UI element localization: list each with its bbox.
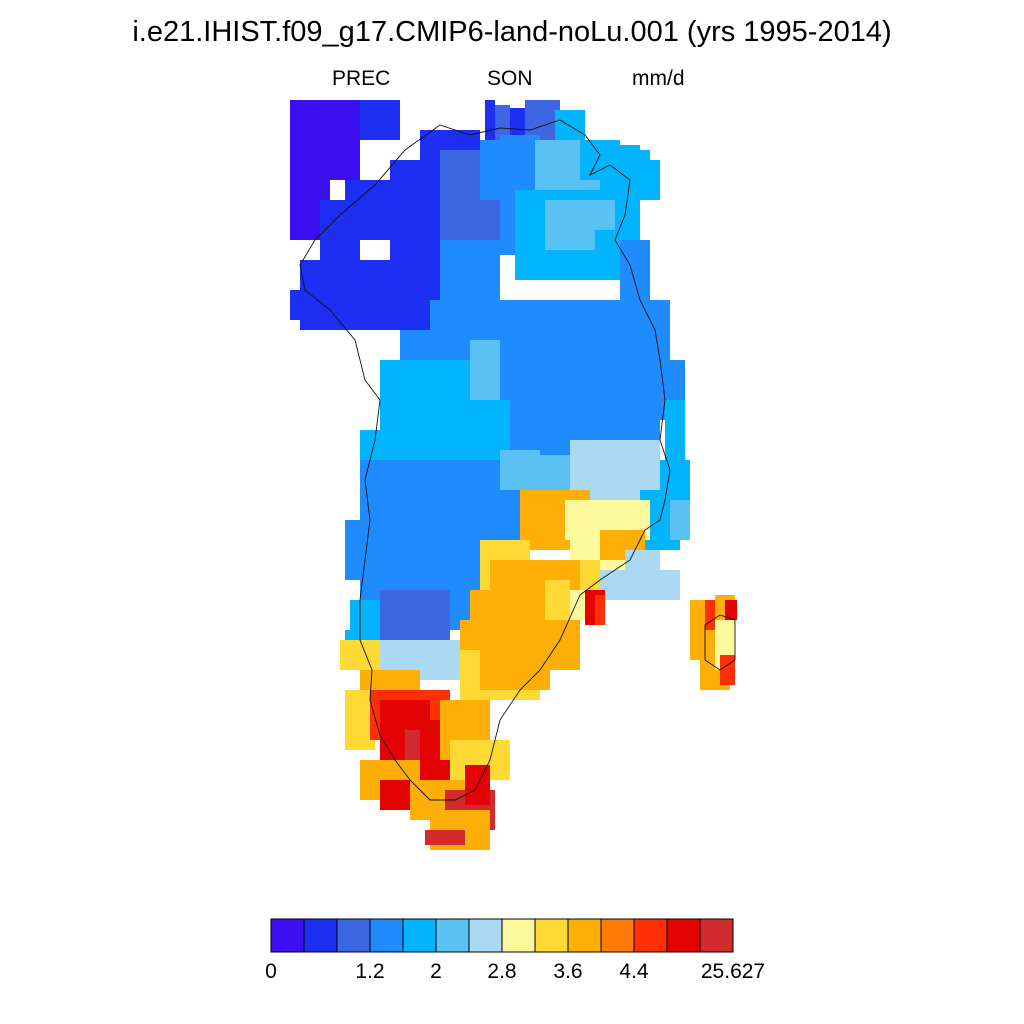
map-cell [425, 830, 465, 845]
colorbar-tick-label: 3.6 [553, 960, 583, 983]
map-cell [360, 100, 400, 140]
map-cell [545, 580, 570, 620]
map-cell [595, 595, 605, 625]
map-cell [340, 640, 380, 670]
colorbar-tick-label: 0 [265, 960, 277, 983]
map-cell [470, 340, 500, 400]
map-cell [380, 590, 450, 640]
colorbar-tick-label: 1.2 [355, 960, 385, 983]
chart-title: i.e21.IHIST.f09_g17.CMIP6-land-noLu.001 … [132, 16, 892, 48]
coastline [299, 119, 671, 801]
colorbar-tick-label: 2 [430, 960, 442, 983]
map-cell [480, 640, 550, 690]
map-cell [320, 200, 360, 260]
coastline [704, 614, 736, 671]
colorbar-tick-label: 2.8 [487, 960, 517, 983]
map-cell [725, 600, 737, 620]
units-label: mm/d [632, 67, 685, 90]
map-cell [330, 140, 360, 180]
colorbar-tick-label: 25.627 [700, 960, 766, 983]
colorbar-tick-label: 4.4 [619, 960, 649, 983]
map-cell [290, 290, 320, 320]
map-cell [485, 100, 495, 140]
map-cell [665, 400, 685, 460]
map-cell [640, 160, 660, 200]
map-cell [495, 105, 510, 140]
map-cell [510, 108, 525, 140]
map-cell [720, 655, 735, 685]
map-cell [620, 240, 650, 310]
map-cell [670, 500, 690, 540]
season-label: SON [487, 67, 533, 90]
map-cell [600, 570, 680, 600]
variable-label: PREC [332, 67, 391, 90]
